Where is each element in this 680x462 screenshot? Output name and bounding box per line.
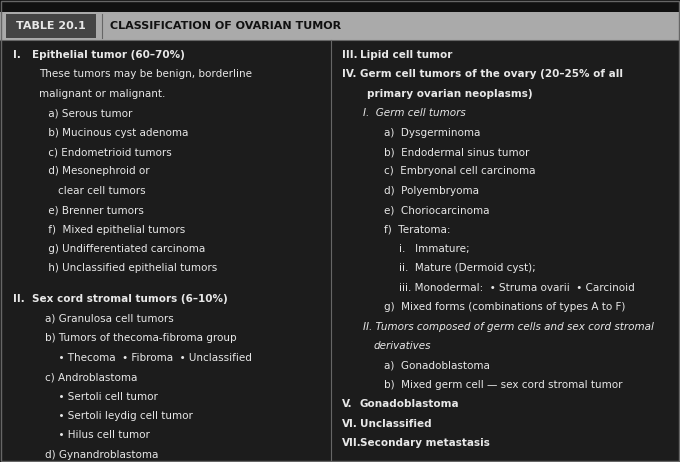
Text: b) Tumors of thecoma-fibroma group: b) Tumors of thecoma-fibroma group xyxy=(46,333,237,343)
Text: Lipid cell tumor: Lipid cell tumor xyxy=(360,50,452,60)
Text: ii.  Mature (Dermoid cyst);: ii. Mature (Dermoid cyst); xyxy=(398,263,535,274)
Text: TABLE 20.1: TABLE 20.1 xyxy=(16,21,86,31)
Text: d) Gynandroblastoma: d) Gynandroblastoma xyxy=(46,450,158,460)
Text: • Sertoli cell tumor: • Sertoli cell tumor xyxy=(52,391,158,401)
Text: g)  Mixed forms (combinations of types A to F): g) Mixed forms (combinations of types A … xyxy=(384,302,625,312)
Text: These tumors may be benign, borderline: These tumors may be benign, borderline xyxy=(39,69,252,79)
Text: a) Serous tumor: a) Serous tumor xyxy=(46,108,133,118)
Text: Germ cell tumors of the ovary (20–25% of all: Germ cell tumors of the ovary (20–25% of… xyxy=(360,69,623,79)
Text: g) Undifferentiated carcinoma: g) Undifferentiated carcinoma xyxy=(46,244,205,254)
Text: iii. Monodermal:  • Struma ovarii  • Carcinoid: iii. Monodermal: • Struma ovarii • Carci… xyxy=(398,283,634,293)
Text: I.: I. xyxy=(14,50,21,60)
Text: f)  Mixed epithelial tumors: f) Mixed epithelial tumors xyxy=(46,225,186,235)
Text: b)  Mixed germ cell — sex cord stromal tumor: b) Mixed germ cell — sex cord stromal tu… xyxy=(384,380,622,390)
Text: VI.: VI. xyxy=(341,419,358,429)
Text: i.   Immature;: i. Immature; xyxy=(398,244,469,254)
Bar xyxy=(0,0,680,12)
Text: a)  Gonadoblastoma: a) Gonadoblastoma xyxy=(384,360,490,371)
Text: c)  Embryonal cell carcinoma: c) Embryonal cell carcinoma xyxy=(384,166,535,176)
Text: a)  Dysgerminoma: a) Dysgerminoma xyxy=(384,128,480,138)
Bar xyxy=(6,14,96,38)
Text: III.: III. xyxy=(341,50,357,60)
Text: IV.: IV. xyxy=(341,69,356,79)
Text: malignant or malignant.: malignant or malignant. xyxy=(39,89,165,99)
Text: • Thecoma  • Fibroma  • Unclassified: • Thecoma • Fibroma • Unclassified xyxy=(52,353,252,363)
Text: b)  Endodermal sinus tumor: b) Endodermal sinus tumor xyxy=(384,147,529,157)
Bar xyxy=(0,12,680,40)
Text: h) Unclassified epithelial tumors: h) Unclassified epithelial tumors xyxy=(46,263,218,274)
Text: d) Mesonephroid or: d) Mesonephroid or xyxy=(46,166,150,176)
Text: primary ovarian neoplasms): primary ovarian neoplasms) xyxy=(367,89,532,99)
Text: e) Brenner tumors: e) Brenner tumors xyxy=(46,205,144,215)
Text: derivatives: derivatives xyxy=(373,341,431,351)
Text: • Sertoli leydig cell tumor: • Sertoli leydig cell tumor xyxy=(52,411,193,421)
Text: a) Granulosa cell tumors: a) Granulosa cell tumors xyxy=(46,314,174,324)
Text: I.  Germ cell tumors: I. Germ cell tumors xyxy=(363,108,466,118)
Text: e)  Choriocarcinoma: e) Choriocarcinoma xyxy=(384,205,490,215)
Text: V.: V. xyxy=(341,399,352,409)
Text: Sex cord stromal tumors (6–10%): Sex cord stromal tumors (6–10%) xyxy=(32,294,228,304)
Text: c) Endometrioid tumors: c) Endometrioid tumors xyxy=(46,147,172,157)
Text: f)  Teratoma:: f) Teratoma: xyxy=(384,225,450,235)
Text: Gonadoblastoma: Gonadoblastoma xyxy=(360,399,460,409)
Text: c) Androblastoma: c) Androblastoma xyxy=(46,372,138,382)
Text: II.: II. xyxy=(14,294,25,304)
Text: Unclassified: Unclassified xyxy=(360,419,432,429)
Text: Secondary metastasis: Secondary metastasis xyxy=(360,438,490,448)
Text: d)  Polyembryoma: d) Polyembryoma xyxy=(384,186,479,196)
Text: clear cell tumors: clear cell tumors xyxy=(46,186,146,196)
Text: II. Tumors composed of germ cells and sex cord stromal: II. Tumors composed of germ cells and se… xyxy=(363,322,654,332)
Text: b) Mucinous cyst adenoma: b) Mucinous cyst adenoma xyxy=(46,128,189,138)
Text: Epithelial tumor (60–70%): Epithelial tumor (60–70%) xyxy=(32,50,185,60)
Text: • Hilus cell tumor: • Hilus cell tumor xyxy=(52,430,150,440)
Text: VII.: VII. xyxy=(341,438,361,448)
Text: CLASSIFICATION OF OVARIAN TUMOR: CLASSIFICATION OF OVARIAN TUMOR xyxy=(110,21,341,31)
